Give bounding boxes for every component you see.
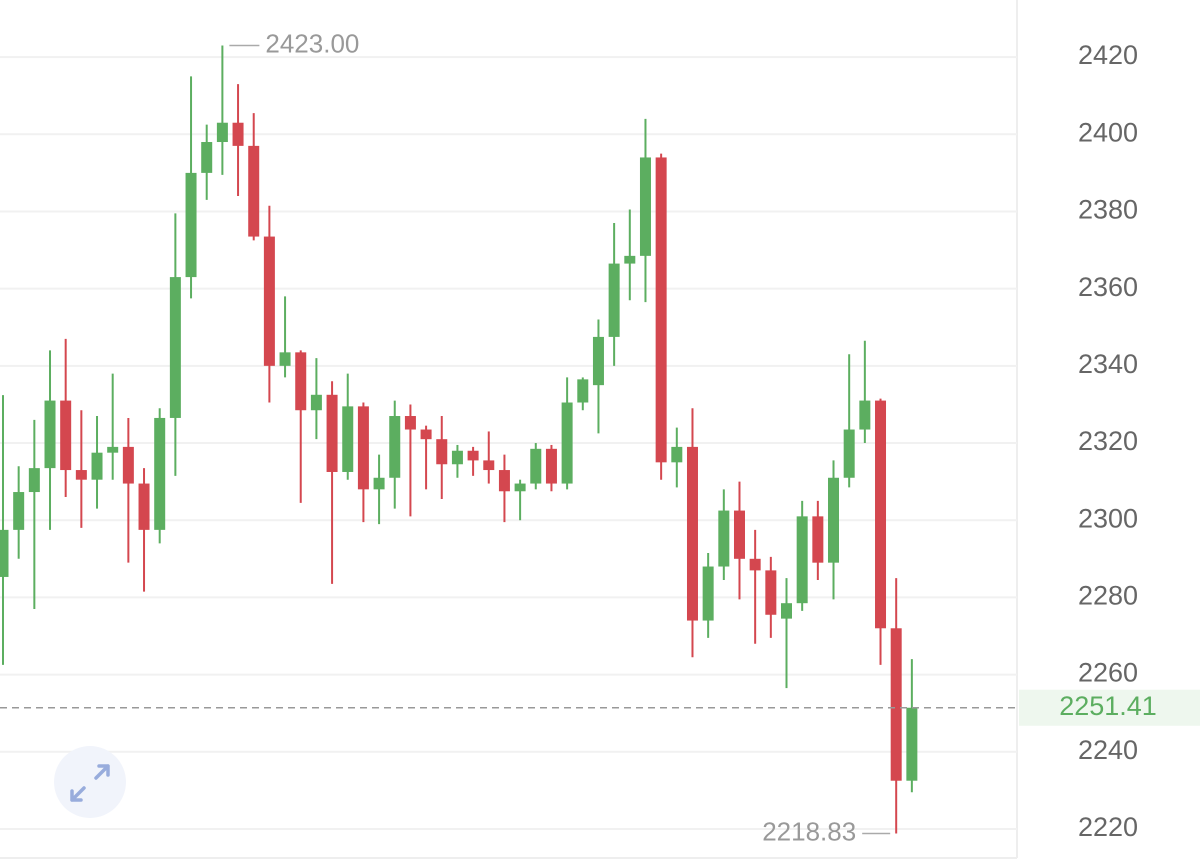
candle-body (624, 255, 636, 264)
y-tick-label: 2380 (1078, 195, 1138, 225)
candle-body (796, 516, 808, 604)
y-tick-label: 2340 (1078, 349, 1138, 379)
candle-body (201, 142, 213, 173)
candle-body (310, 394, 322, 411)
candle-body (154, 417, 166, 530)
last-price-label: 2251.41 (1059, 691, 1157, 721)
candle-body (530, 448, 542, 484)
candle-body (655, 157, 667, 463)
candle-body (357, 406, 369, 490)
candle-body (436, 439, 448, 465)
y-tick-label: 2260 (1078, 658, 1138, 688)
candle-body (60, 400, 72, 471)
candle-body (781, 603, 792, 619)
y-tick-label: 2360 (1078, 272, 1138, 302)
candle-body (765, 570, 777, 615)
candle-body (28, 468, 40, 493)
candle-body (639, 157, 651, 256)
candle-body (451, 450, 463, 465)
candle-body (248, 145, 260, 237)
candle-body (169, 277, 181, 418)
candle-body (686, 446, 698, 621)
y-tick-label: 2300 (1078, 503, 1138, 533)
candle-body (420, 429, 432, 440)
expand-icon[interactable] (70, 764, 110, 802)
candle-body (906, 707, 918, 781)
y-tick-label: 2320 (1078, 426, 1138, 456)
candle-body (342, 406, 354, 472)
candle-body (812, 516, 824, 563)
candle-body (389, 416, 401, 478)
candle-body (279, 352, 291, 366)
candle-body (608, 263, 620, 337)
candle-body (749, 558, 761, 571)
candle-body (702, 566, 714, 621)
max-label: 2423.00 (265, 28, 359, 58)
candle-body (545, 448, 557, 484)
candle-body (843, 429, 855, 478)
candle-body (404, 416, 416, 430)
candle-body (44, 400, 56, 469)
candle-body (263, 236, 275, 366)
candle-body (890, 628, 902, 781)
candle-body (13, 492, 25, 530)
y-tick-label: 2280 (1078, 581, 1138, 611)
min-label: 2218.83 (762, 816, 856, 846)
candle-body (91, 452, 103, 480)
candle-body (577, 379, 589, 403)
candle-body (107, 446, 119, 453)
candle-body (875, 400, 887, 629)
candle-body (561, 402, 573, 484)
y-tick-label: 2240 (1078, 735, 1138, 765)
candle-body (592, 336, 604, 386)
last-price-box (1019, 689, 1200, 726)
candle-body (498, 470, 510, 492)
candle-body (467, 450, 479, 461)
candle-body (138, 483, 150, 530)
y-tick-label: 2420 (1078, 40, 1138, 70)
candle-body (671, 446, 683, 463)
expand-button-bg[interactable] (54, 746, 126, 818)
candle-body (514, 483, 526, 492)
y-tick-label: 2400 (1078, 117, 1138, 147)
candle-body (295, 352, 307, 411)
candle-body (75, 470, 87, 480)
candle-body (0, 529, 9, 577)
candle-body (326, 394, 338, 472)
candle-body (859, 400, 871, 430)
candle-body (718, 510, 730, 567)
y-tick-label: 2220 (1078, 812, 1138, 842)
candle-body (122, 446, 134, 484)
candle-body (733, 510, 745, 559)
candle-body (373, 477, 385, 490)
expand-button[interactable] (54, 746, 126, 818)
candle-body (185, 172, 197, 278)
candle-body (483, 460, 495, 471)
candle-body (828, 477, 840, 563)
candle-body (216, 122, 228, 143)
candle-body (232, 122, 244, 146)
